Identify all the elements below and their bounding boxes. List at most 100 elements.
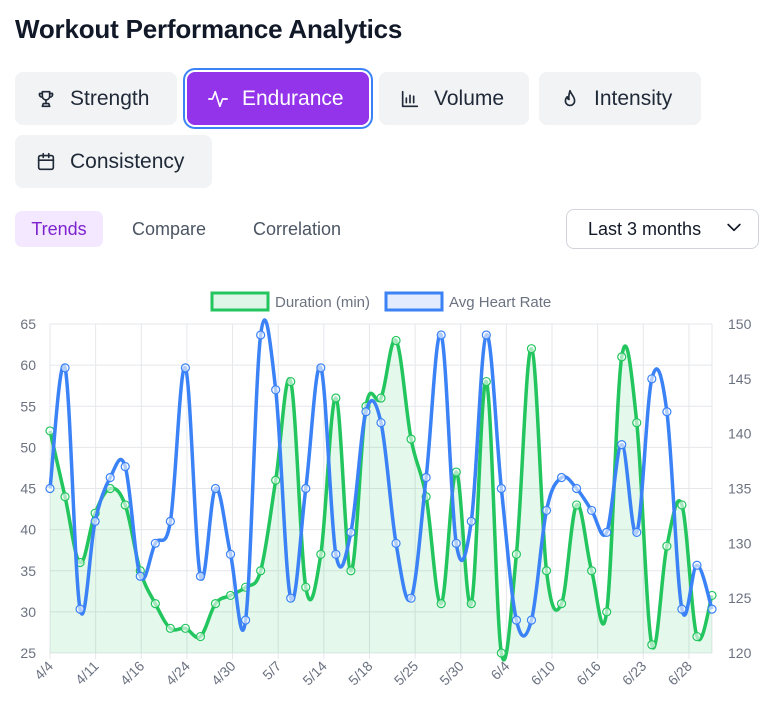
data-point-duration [195,631,206,642]
data-point-heart-rate [90,516,100,526]
data-point-duration [451,467,461,477]
data-point-duration [617,352,627,362]
tab-compare[interactable]: Compare [131,218,207,239]
data-point-duration [150,599,160,609]
data-point-heart-rate [556,472,567,483]
data-point-duration [225,590,236,601]
data-point-heart-rate [707,604,717,614]
data-point-duration [165,623,175,633]
data-point-heart-rate [466,516,476,526]
x-tick-label: 4/11 [72,658,102,688]
data-point-heart-rate [150,538,160,548]
data-point-heart-rate [105,472,115,483]
y-right-tick-label: 150 [728,316,752,332]
data-point-duration [632,418,642,428]
data-point-duration [286,376,296,387]
y-left-tick-label: 65 [20,316,36,332]
data-point-duration [271,475,281,485]
data-point-duration [481,376,491,387]
data-point-heart-rate [376,418,386,428]
data-point-duration [511,549,522,559]
chevron-down-icon [724,217,744,242]
data-point-duration [45,426,55,436]
data-point-duration [210,599,221,609]
y-right-tick-label: 140 [728,426,752,442]
x-tick-label: 6/10 [528,658,559,689]
flame-icon [559,88,581,110]
data-point-heart-rate [256,330,266,340]
data-point-heart-rate [662,407,672,417]
data-point-heart-rate [286,593,296,603]
data-point-duration [647,640,657,650]
data-point-heart-rate [481,330,491,340]
data-point-duration [602,607,612,617]
metric-button-label: Endurance [242,86,344,110]
x-tick-label: 5/30 [436,658,467,689]
data-point-heart-rate [45,483,55,494]
endurance-chart: 25 30 35 40 45 50 55 60 65 120 125 130 135 140 145 150 4… [20,291,752,689]
legend-duration-label: Duration (min) [275,294,370,311]
metric-button-label: Intensity [594,86,673,110]
data-point-heart-rate [331,549,341,559]
x-tick-label: 5/14 [299,658,330,689]
data-point-heart-rate [617,440,627,450]
data-point-heart-rate [180,363,191,373]
y-left-tick-label: 40 [20,522,36,538]
tab-trends[interactable]: Trends [15,211,103,247]
metric-button-label: Consistency [70,149,185,173]
metric-button-intensity[interactable]: Intensity [539,72,701,125]
y-left-tick-label: 45 [20,481,36,497]
metric-button-consistency[interactable]: Consistency [15,135,212,188]
bar-chart-icon [399,88,421,110]
tab-correlation[interactable]: Correlation [252,218,342,239]
data-point-duration [316,549,326,559]
data-point-heart-rate [541,505,552,516]
x-tick-label: 5/18 [345,658,376,689]
data-point-heart-rate [391,538,401,548]
y-left-tick-label: 55 [20,398,36,414]
y-right-tick-label: 120 [728,645,752,661]
data-point-heart-rate [571,483,582,494]
data-point-heart-rate [496,483,506,494]
data-point-duration [180,623,191,633]
x-tick-label: 6/16 [573,658,604,689]
data-point-heart-rate [692,560,702,570]
data-point-heart-rate [240,615,251,625]
data-point-heart-rate [632,527,642,537]
x-tick-label: 6/4 [487,658,512,683]
data-point-duration [466,599,476,609]
legend-heart-rate-label: Avg Heart Rate [449,294,551,311]
metric-button-endurance[interactable]: Endurance [187,72,369,125]
y-right-tick-label: 135 [728,481,752,497]
metric-button-strength[interactable]: Strength [15,72,177,125]
y-right-tick-label: 125 [728,590,752,606]
legend-heart-rate-swatch [384,291,444,312]
data-point-duration [391,335,401,346]
data-point-heart-rate [511,615,522,625]
trophy-icon [35,88,57,110]
data-point-heart-rate [225,549,236,559]
data-point-duration [587,566,597,576]
data-point-duration [677,500,687,510]
data-point-duration [662,541,672,551]
data-point-duration [120,500,130,510]
data-point-duration [541,566,552,576]
data-point-heart-rate [210,483,221,494]
date-range-select[interactable]: Last 3 months [566,209,759,249]
metric-button-volume[interactable]: Volume [379,72,529,125]
calendar-icon [35,151,57,173]
x-tick-label: 4/16 [117,658,148,689]
data-point-heart-rate [647,374,657,384]
data-point-duration [496,648,506,658]
x-tick-label: 6/23 [619,658,650,689]
y-left-tick-label: 25 [20,645,36,661]
data-point-duration [346,566,356,576]
data-point-heart-rate [602,527,612,537]
y-left-tick-label: 30 [20,604,36,620]
data-point-duration [331,393,341,403]
legend-duration-swatch [210,291,270,312]
data-point-duration [436,599,446,609]
data-point-duration [556,599,567,609]
data-point-heart-rate [195,571,206,581]
data-point-heart-rate [436,330,446,340]
